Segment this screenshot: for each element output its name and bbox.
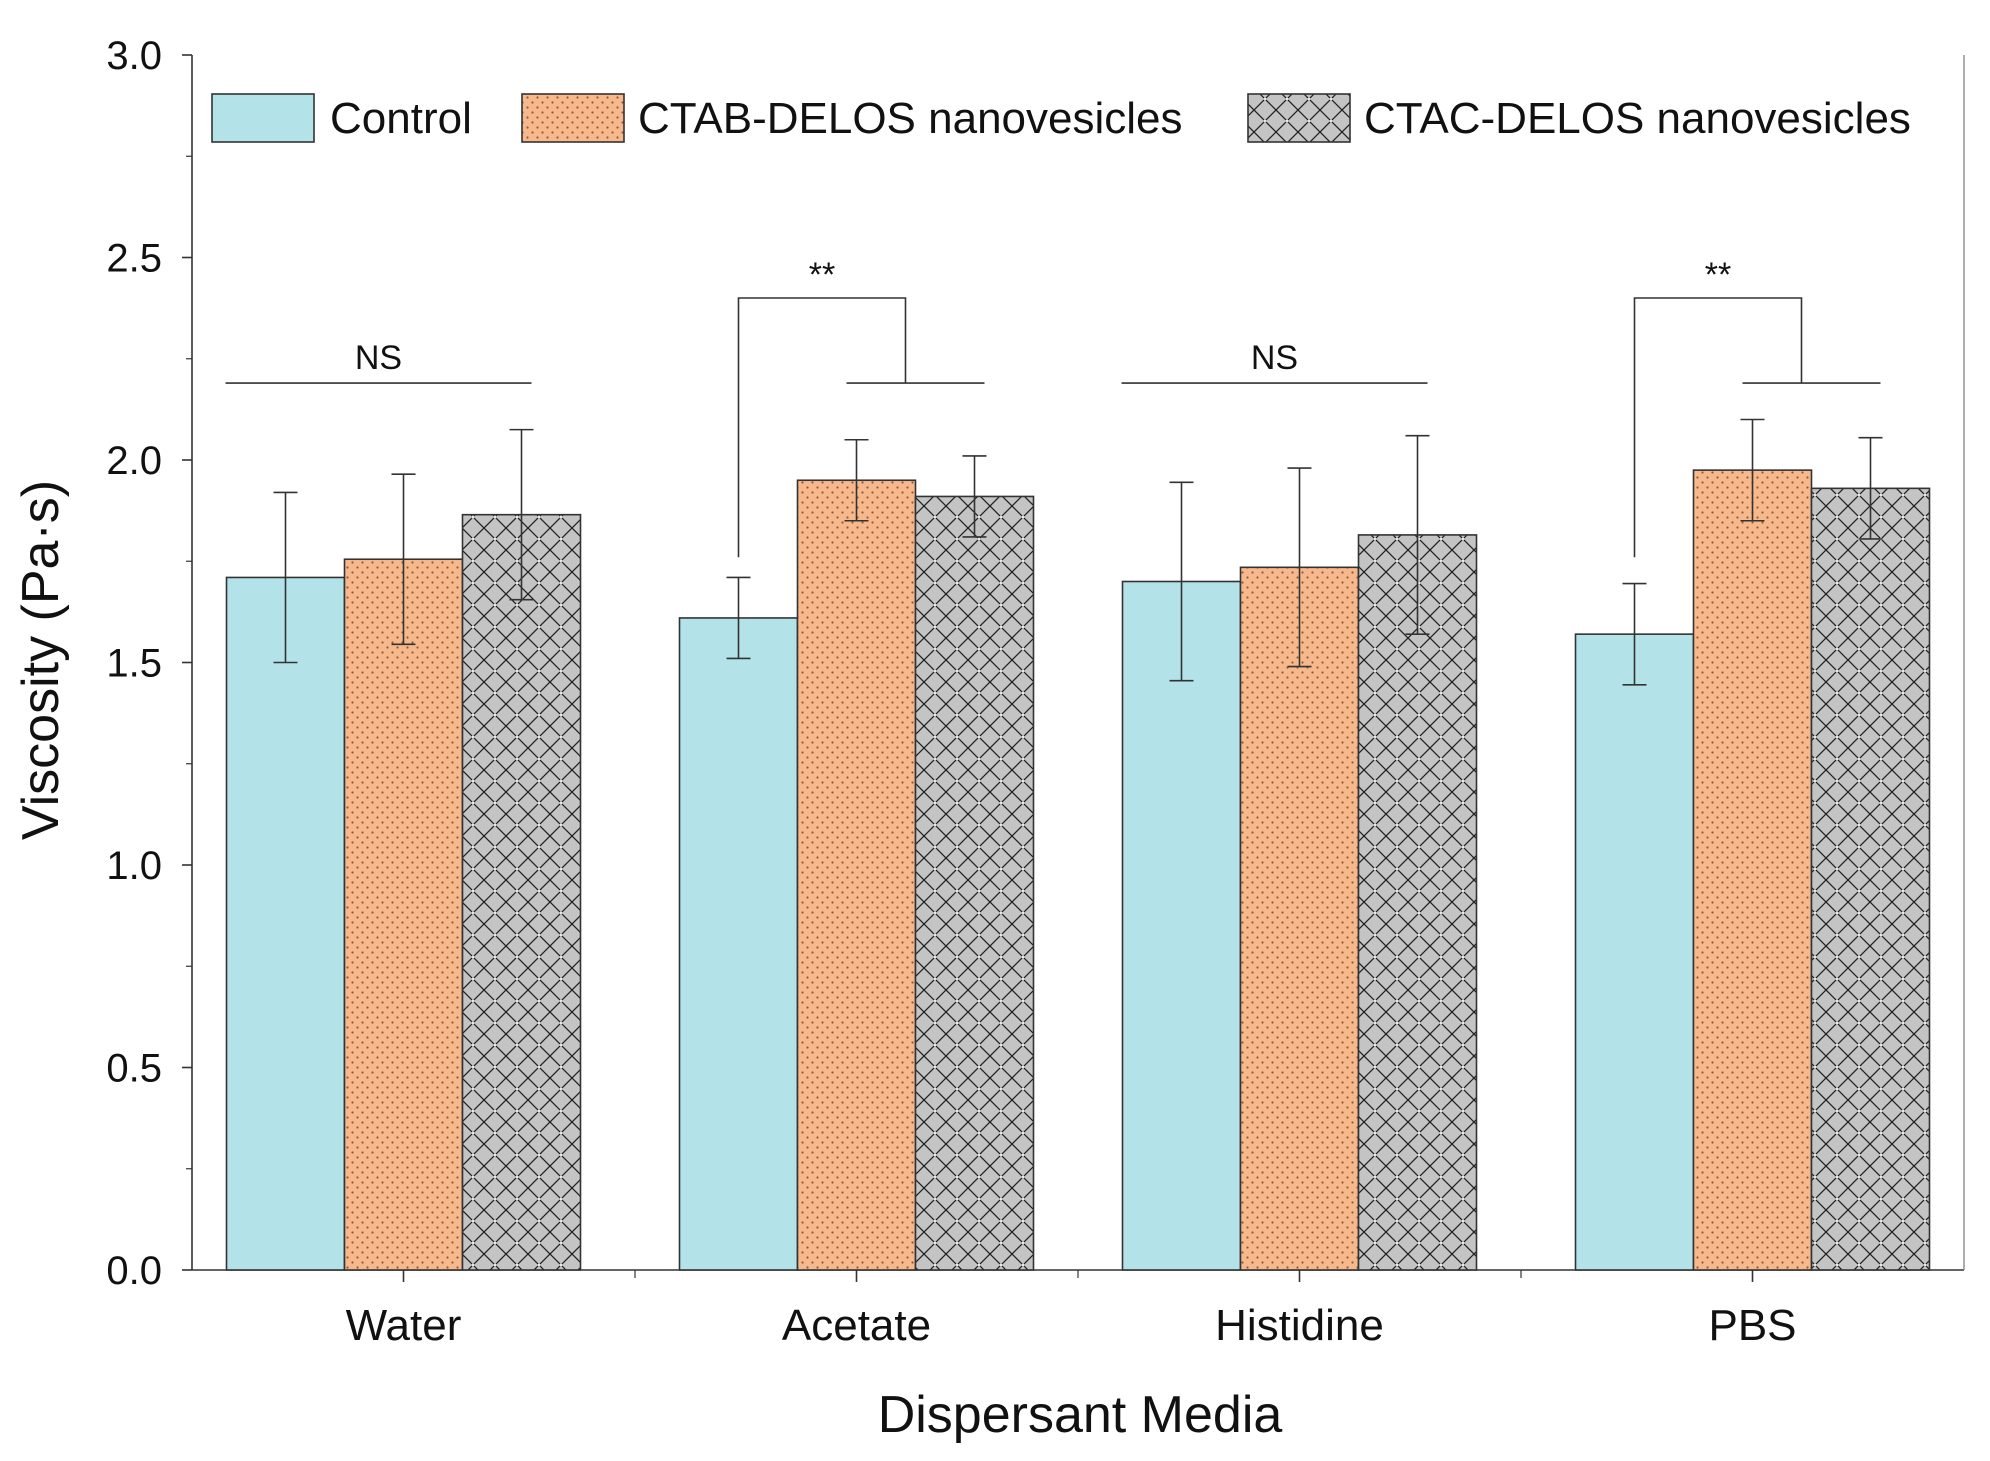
x-tick-label-histidine: Histidine xyxy=(1215,1301,1384,1350)
y-tick-label: 0.0 xyxy=(106,1249,162,1293)
significance-label: ** xyxy=(809,256,835,294)
legend-swatch-2 xyxy=(1247,93,1351,143)
legend-label-2: CTAC-DELOS nanovesicles xyxy=(1364,94,1911,143)
bar-histidine-0 xyxy=(1121,580,1242,1271)
bar-acetate-1 xyxy=(796,479,917,1271)
bar-acetate-0 xyxy=(678,617,799,1271)
x-axis-title: Dispersant Media xyxy=(878,1386,1283,1444)
bar-acetate-2 xyxy=(914,495,1035,1271)
bar-histidine-1 xyxy=(1239,566,1360,1271)
bar-water-1 xyxy=(343,558,464,1271)
bar-pbs-0 xyxy=(1574,633,1695,1271)
y-tick-label: 1.0 xyxy=(106,844,162,888)
error-bars xyxy=(273,418,1883,686)
legend-label-0: Control xyxy=(330,94,472,143)
y-tick-label: 0.5 xyxy=(106,1047,162,1091)
legend: Control CTAB-DELOS nanovesicles CTAC-DELOS… xyxy=(211,93,1911,143)
significance-label: ** xyxy=(1705,256,1731,294)
y-tick-label: 1.5 xyxy=(106,642,162,686)
x-tick-label-acetate: Acetate xyxy=(782,1301,931,1350)
significance-bracket xyxy=(1633,297,1803,558)
y-axis-title: Viscosity (Pa·s) xyxy=(12,480,70,840)
bar-water-2 xyxy=(461,513,582,1271)
significance-annotations: NS ** NS ** xyxy=(225,256,1881,558)
bars xyxy=(225,469,1931,1271)
significance-label: NS xyxy=(355,339,402,377)
bar-water-0 xyxy=(225,576,346,1271)
y-tick-label: 3.0 xyxy=(106,34,162,78)
y-tick-label: 2.0 xyxy=(106,439,162,483)
bar-histidine-2 xyxy=(1357,534,1478,1271)
legend-label-1: CTAB-DELOS nanovesicles xyxy=(638,94,1183,143)
bar-pbs-2 xyxy=(1810,487,1931,1271)
y-tick-label: 2.5 xyxy=(106,237,162,281)
bar-pbs-1 xyxy=(1692,469,1813,1271)
legend-swatch-1 xyxy=(521,93,625,143)
axes: 0.0 0.5 1.0 1.5 2.0 2.5 3.0 Water Acetate Histidi… xyxy=(106,34,1965,1350)
x-tick-label-pbs: PBS xyxy=(1708,1301,1796,1350)
legend-swatch-0 xyxy=(211,93,315,143)
significance-label: NS xyxy=(1251,339,1298,377)
significance-bracket xyxy=(737,297,907,558)
x-tick-label-water: Water xyxy=(346,1301,462,1350)
